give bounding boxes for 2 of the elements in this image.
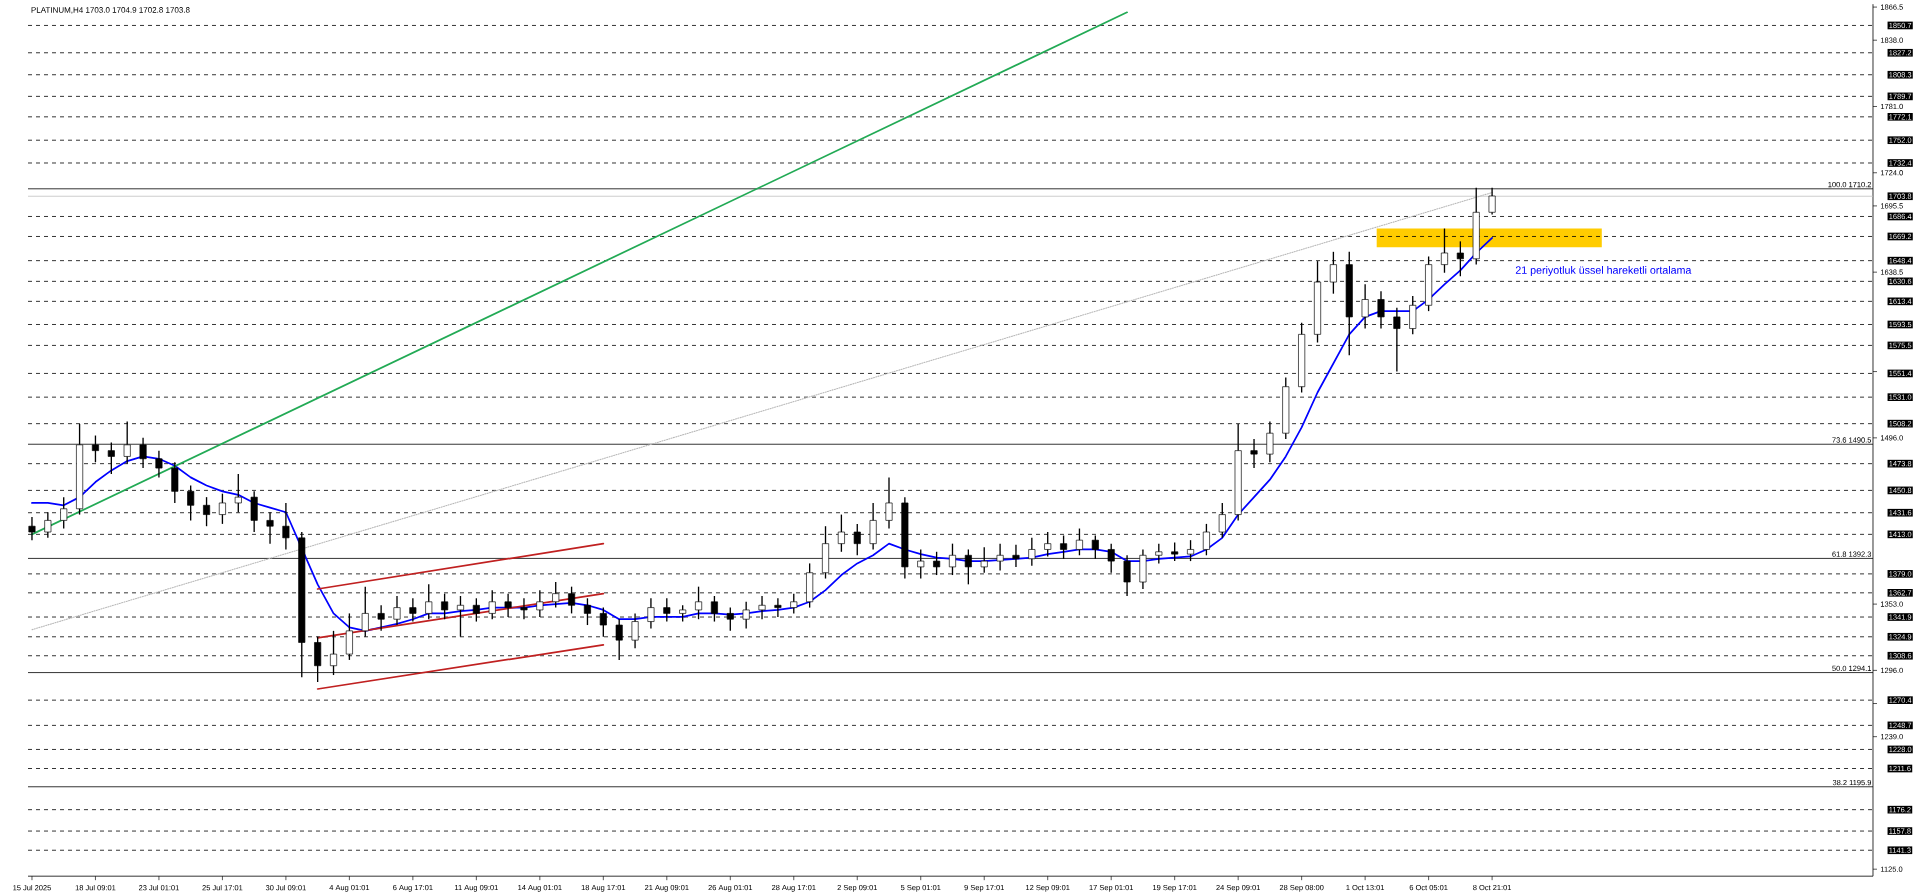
text: 21 periyotluk üssel hareketli ortalama [1515,265,1692,276]
chart-title: PLATINUM,H4 1703.0 1704.9 1702.8 1703.8 [31,7,190,14]
